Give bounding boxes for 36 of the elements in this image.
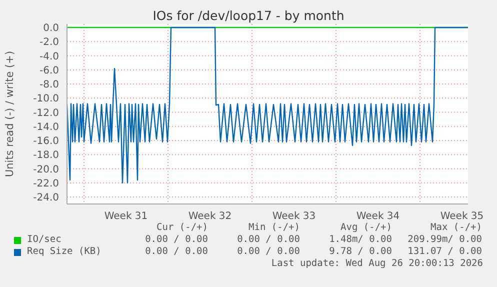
text: 9.78 / 0.00 bbox=[328, 246, 392, 258]
text: Last update: Wed Aug 26 20:00:13 2026 bbox=[270, 258, 484, 270]
text: 0.00 / 0.00 bbox=[236, 234, 300, 246]
chart-title: IOs for /dev/loop17 - by month bbox=[152, 8, 346, 23]
legend-label: Req Size (KB) bbox=[26, 246, 102, 258]
y-tick-label: -20.0 bbox=[33, 164, 59, 176]
x-tick-label: Week 35 bbox=[440, 211, 484, 222]
y-tick-label: -12.0 bbox=[33, 108, 59, 119]
text: Max (-/+) bbox=[430, 222, 482, 234]
x-tick-label: Week 33 bbox=[272, 211, 316, 222]
text: Cur (-/+) bbox=[156, 222, 208, 234]
y-tick-label: -16.0 bbox=[33, 136, 59, 148]
y-tick-label: -8.0 bbox=[39, 80, 59, 91]
text: 0.00 / 0.00 bbox=[236, 246, 300, 258]
y-axis-title: Units read (-) / write (+) bbox=[4, 50, 16, 178]
y-tick-label: -2.0 bbox=[39, 37, 59, 48]
y-tick-label: -14.0 bbox=[33, 122, 59, 133]
y-tick-label: -22.0 bbox=[33, 178, 59, 190]
x-tick-label: Week 31 bbox=[104, 211, 148, 222]
legend-label: IO/sec bbox=[26, 234, 62, 246]
y-tick-label: 0.0 bbox=[43, 23, 59, 34]
y-tick-label: -4.0 bbox=[39, 51, 59, 62]
y-tick-label: -10.0 bbox=[33, 94, 59, 105]
x-tick-label: Week 32 bbox=[188, 211, 232, 222]
text: 0.00 / 0.00 bbox=[144, 246, 208, 258]
text: Avg (-/+) bbox=[340, 222, 392, 234]
text: 0.00 / 0.00 bbox=[144, 234, 208, 246]
text: 131.07 / 0.00 bbox=[406, 246, 482, 258]
line-series bbox=[67, 26, 468, 184]
x-tick-label: Week 34 bbox=[356, 211, 400, 222]
text: Min (-/+) bbox=[248, 222, 300, 234]
text: 209.99m/ 0.00 bbox=[406, 234, 482, 246]
y-tick-label: -18.0 bbox=[33, 150, 59, 162]
y-tick-label: -6.0 bbox=[39, 65, 59, 76]
y-tick-label: -24.0 bbox=[33, 192, 59, 204]
text: 1.48m/ 0.00 bbox=[328, 234, 392, 246]
